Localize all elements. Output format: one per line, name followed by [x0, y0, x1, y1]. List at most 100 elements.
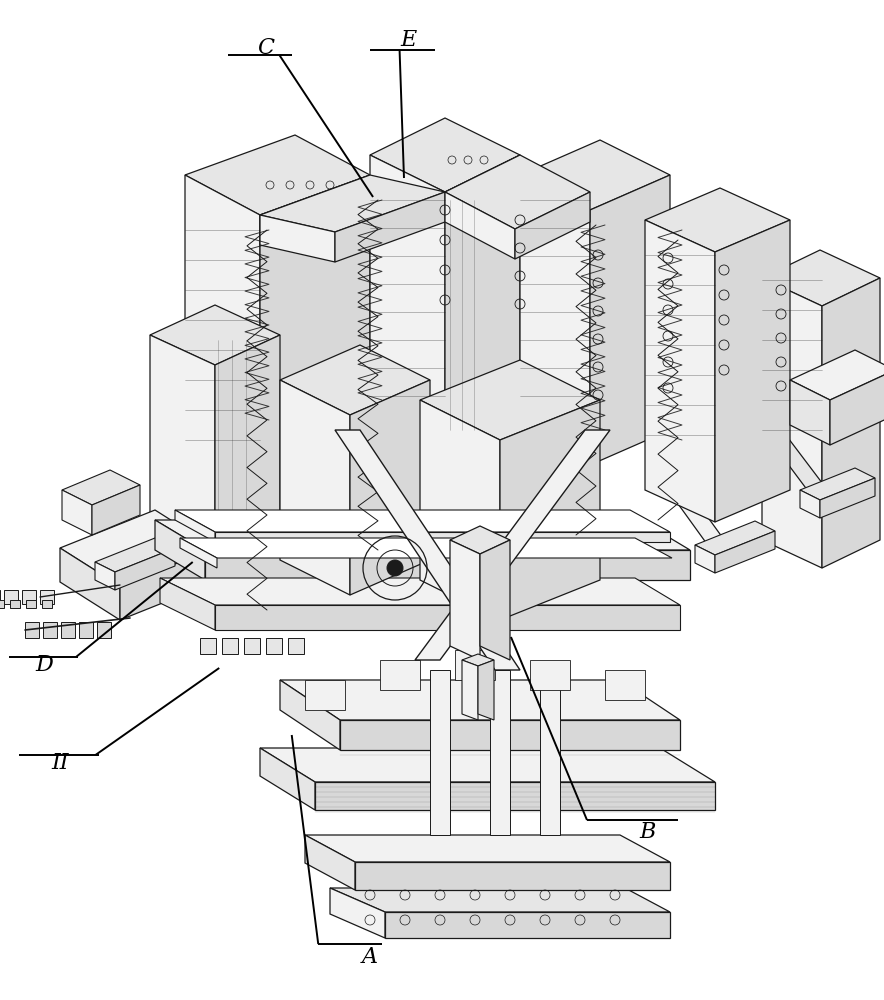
Polygon shape: [215, 335, 280, 550]
Polygon shape: [245, 536, 325, 570]
Polygon shape: [645, 220, 715, 522]
Text: D: D: [35, 654, 53, 676]
Polygon shape: [455, 650, 495, 680]
Polygon shape: [245, 560, 265, 588]
Polygon shape: [185, 135, 370, 215]
Polygon shape: [26, 600, 36, 608]
Polygon shape: [370, 118, 520, 192]
Text: II: II: [51, 752, 69, 774]
Polygon shape: [305, 835, 670, 862]
Polygon shape: [462, 660, 478, 720]
Polygon shape: [755, 418, 835, 503]
Circle shape: [387, 560, 403, 576]
Polygon shape: [790, 350, 884, 400]
Polygon shape: [330, 888, 670, 912]
Polygon shape: [715, 531, 775, 573]
Polygon shape: [175, 510, 670, 532]
Polygon shape: [462, 654, 494, 666]
Polygon shape: [61, 622, 75, 638]
Polygon shape: [650, 462, 730, 551]
Polygon shape: [540, 670, 560, 835]
Polygon shape: [800, 490, 820, 518]
Polygon shape: [445, 155, 520, 440]
Polygon shape: [79, 622, 93, 638]
Polygon shape: [185, 175, 260, 470]
Polygon shape: [160, 578, 680, 605]
Polygon shape: [200, 638, 216, 654]
Polygon shape: [120, 548, 215, 620]
Polygon shape: [415, 430, 610, 660]
Polygon shape: [800, 468, 875, 500]
Polygon shape: [430, 670, 450, 835]
Polygon shape: [335, 192, 445, 262]
Polygon shape: [288, 638, 304, 654]
Polygon shape: [92, 485, 140, 535]
Polygon shape: [478, 660, 494, 720]
Polygon shape: [155, 520, 690, 550]
Polygon shape: [60, 548, 120, 620]
Polygon shape: [605, 670, 645, 700]
Polygon shape: [42, 600, 52, 608]
Polygon shape: [530, 660, 570, 690]
Polygon shape: [715, 220, 790, 522]
Polygon shape: [445, 192, 515, 259]
Polygon shape: [215, 605, 680, 630]
Polygon shape: [335, 430, 520, 670]
Polygon shape: [330, 888, 385, 938]
Polygon shape: [450, 540, 480, 660]
Polygon shape: [180, 538, 672, 558]
Polygon shape: [315, 782, 715, 810]
Polygon shape: [280, 680, 340, 750]
Polygon shape: [260, 748, 715, 782]
Polygon shape: [25, 622, 39, 638]
Polygon shape: [244, 638, 260, 654]
Bar: [40, 590, 54, 604]
Polygon shape: [175, 510, 215, 542]
Polygon shape: [10, 600, 20, 608]
Bar: [22, 590, 36, 604]
Polygon shape: [380, 660, 420, 690]
Text: C: C: [256, 37, 274, 59]
Polygon shape: [200, 488, 280, 567]
Text: A: A: [362, 946, 377, 968]
Polygon shape: [420, 360, 600, 440]
Polygon shape: [515, 192, 590, 259]
Polygon shape: [215, 532, 670, 542]
Polygon shape: [260, 175, 370, 470]
Polygon shape: [115, 548, 175, 590]
Polygon shape: [385, 912, 670, 938]
Polygon shape: [305, 680, 345, 710]
Polygon shape: [820, 478, 875, 518]
Polygon shape: [480, 540, 510, 660]
Polygon shape: [180, 538, 217, 568]
Polygon shape: [350, 380, 430, 595]
Polygon shape: [280, 345, 430, 415]
Text: E: E: [400, 29, 416, 51]
Polygon shape: [60, 510, 215, 586]
Polygon shape: [340, 720, 680, 750]
Polygon shape: [43, 622, 57, 638]
Polygon shape: [62, 490, 92, 535]
Polygon shape: [370, 155, 445, 440]
Polygon shape: [155, 520, 205, 580]
Polygon shape: [822, 278, 880, 568]
Polygon shape: [500, 400, 600, 620]
Polygon shape: [260, 175, 445, 232]
Polygon shape: [520, 175, 590, 465]
Polygon shape: [420, 400, 500, 620]
Polygon shape: [590, 175, 670, 465]
Polygon shape: [265, 546, 325, 588]
Polygon shape: [205, 550, 690, 580]
Polygon shape: [280, 680, 680, 720]
Bar: [4, 590, 18, 604]
Polygon shape: [762, 250, 880, 306]
Polygon shape: [266, 638, 282, 654]
Polygon shape: [355, 862, 670, 890]
Polygon shape: [260, 748, 315, 810]
Polygon shape: [445, 155, 590, 229]
Polygon shape: [790, 380, 830, 445]
Polygon shape: [695, 521, 775, 555]
Polygon shape: [125, 488, 185, 567]
Polygon shape: [520, 140, 670, 210]
Polygon shape: [280, 380, 350, 595]
